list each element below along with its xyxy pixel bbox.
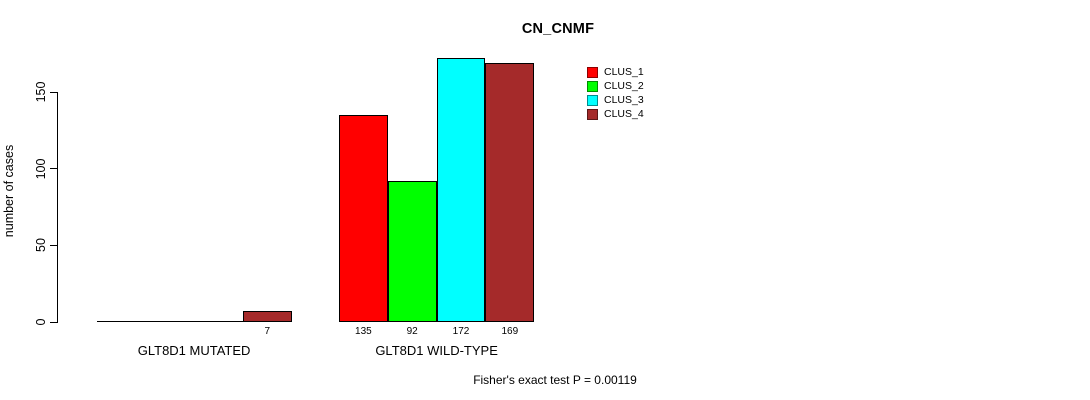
- bar-value-label-clus-3-glt8d1-wild-type: 172: [452, 326, 470, 337]
- y-axis-label: number of cases: [2, 144, 16, 238]
- bar-value-label-clus-1-glt8d1-wild-type: 135: [355, 326, 372, 337]
- bar-value-label-clus-2-glt8d1-wild-type: 92: [406, 326, 418, 337]
- bar-clus-2-glt8d1-mutated: [145, 321, 195, 322]
- x-group-label-glt8d1-mutated: GLT8D1 MUTATED: [137, 343, 251, 358]
- bar-clus-1-glt8d1-mutated: [96, 321, 146, 322]
- x-group-label-glt8d1-wild-type: GLT8D1 WILD-TYPE: [375, 343, 498, 358]
- legend-swatch-clus-3: [587, 94, 598, 106]
- bar-clus-3-glt8d1-mutated: [194, 321, 243, 322]
- legend-label-clus-1: CLUS_1: [604, 65, 644, 78]
- y-tick-50: [50, 244, 57, 246]
- legend-swatch-clus-4: [587, 108, 598, 120]
- bar-value-label-clus-4-glt8d1-mutated: 7: [264, 326, 271, 337]
- bar-clus-4-glt8d1-mutated: [242, 311, 292, 322]
- bar-clus-1-glt8d1-wild-type: [339, 115, 388, 322]
- y-tick-label-100: 100: [34, 158, 48, 180]
- y-tick-150: [50, 91, 57, 93]
- legend-row-clus-1: CLUS_1: [587, 65, 644, 79]
- bar-clus-2-glt8d1-wild-type: [387, 180, 437, 322]
- legend: CLUS_1 CLUS_2 CLUS_3 CLUS_4: [587, 65, 644, 121]
- legend-label-clus-2: CLUS_2: [604, 79, 644, 92]
- y-tick-label-50: 50: [34, 238, 48, 253]
- legend-row-clus-2: CLUS_2: [587, 79, 644, 93]
- legend-swatch-clus-2: [587, 80, 598, 92]
- bar-clus-4-glt8d1-wild-type: [485, 62, 535, 322]
- y-tick-label-0: 0: [34, 318, 48, 326]
- legend-label-clus-4: CLUS_4: [604, 107, 644, 120]
- legend-row-clus-3: CLUS_3: [587, 93, 644, 107]
- legend-swatch-clus-1: [587, 66, 598, 78]
- bar-value-label-clus-4-glt8d1-wild-type: 169: [501, 326, 519, 337]
- y-tick-100: [50, 168, 57, 170]
- y-tick-label-150: 150: [34, 81, 48, 103]
- legend-row-clus-4: CLUS_4: [587, 107, 644, 121]
- statistical-test-annotation: Fisher's exact test P = 0.00119: [473, 373, 637, 387]
- y-axis-line: [57, 92, 58, 323]
- chart-title: CN_CNMF: [521, 21, 595, 37]
- legend-label-clus-3: CLUS_3: [604, 93, 644, 106]
- y-tick-0: [50, 321, 57, 323]
- bar-clus-3-glt8d1-wild-type: [436, 58, 486, 322]
